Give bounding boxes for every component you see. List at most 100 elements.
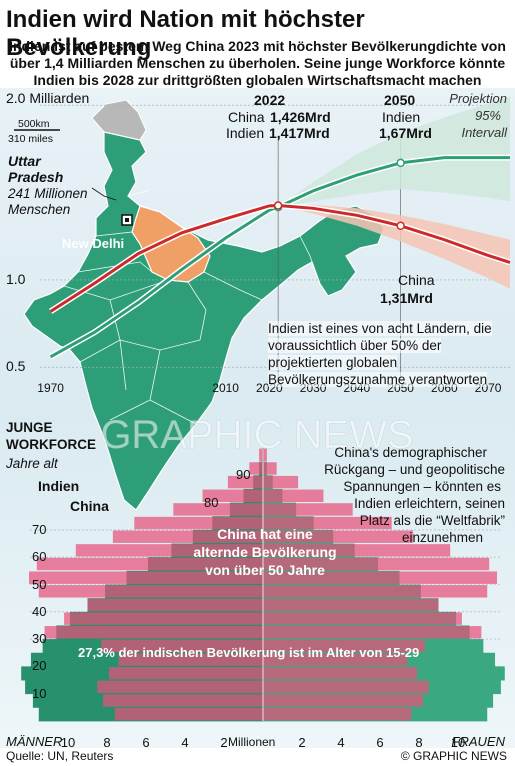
china-bar-right-age-25 bbox=[263, 639, 425, 653]
china-bar-left-age-15 bbox=[108, 667, 263, 680]
neighbour-country-shape bbox=[91, 99, 147, 141]
china-bar-left-age-80 bbox=[202, 489, 263, 502]
pyramid-x-tick-label: 10 bbox=[60, 735, 76, 750]
china-bar-left-age-90 bbox=[249, 462, 263, 475]
subtitle-line-2: über 1,4 Milliarden Menschen zu überhole… bbox=[9, 55, 506, 71]
china-bar-left-age-0 bbox=[114, 707, 263, 721]
side-note-line-6: einzunehmen bbox=[401, 530, 483, 545]
china-bar-left-age-95 bbox=[259, 448, 263, 462]
pyramid-x-tick-label: 2 bbox=[298, 735, 306, 750]
x-tick-label: 1970 bbox=[37, 381, 64, 395]
projection-label-line-1: Projektion bbox=[449, 91, 507, 106]
china-bar-right-age-75 bbox=[263, 503, 353, 516]
china-bar-right-age-55 bbox=[263, 557, 490, 571]
side-note-line-2: Rückgang – und geopolitische bbox=[324, 462, 505, 477]
china-bar-left-age-65 bbox=[112, 530, 263, 543]
subtitle-line-3: Indien bis 2028 zur drittgrößten globale… bbox=[33, 72, 482, 88]
pyramid-right-label: FRAUEN bbox=[451, 734, 505, 749]
chart-note: Indien ist eines von acht Ländern, die v… bbox=[268, 320, 508, 388]
annotation-india-2022-name: Indien bbox=[226, 125, 265, 141]
china-bar-right-age-65 bbox=[263, 530, 414, 543]
pyramid-x-tick-label: 4 bbox=[181, 735, 189, 750]
projection-band-indien bbox=[269, 96, 510, 211]
china-bar-left-age-5 bbox=[103, 694, 263, 707]
india-note: 27,3% der indischen Bevölkerung ist im A… bbox=[78, 645, 420, 660]
china-bar-right-age-50 bbox=[263, 571, 497, 584]
pyramid-y-tick-label: 20 bbox=[32, 658, 47, 674]
china-bar-right-age-20 bbox=[263, 653, 408, 666]
legend-china: China bbox=[70, 498, 109, 514]
pyramid-x-tick-label: 8 bbox=[415, 735, 423, 750]
pyramid-y-tick-label: 90 bbox=[236, 467, 251, 483]
subtitle-line-1: Indien ist auf bestem Weg China 2023 mit… bbox=[9, 38, 506, 54]
china-bar-right-age-5 bbox=[263, 694, 423, 707]
china-bar-right-age-10 bbox=[263, 680, 429, 694]
pyramid-x-tick-label: 10 bbox=[450, 735, 466, 750]
china-bar-right-age-15 bbox=[263, 667, 418, 680]
annotation-india-2022-value: 1,417Mrd bbox=[269, 125, 330, 141]
china-bar-right-age-0 bbox=[263, 707, 412, 721]
state-borders bbox=[63, 189, 313, 425]
scale-km-label: 500km bbox=[18, 118, 50, 130]
pyramid-x-tick-label: 6 bbox=[142, 735, 150, 750]
china-bar-right-age-95 bbox=[263, 448, 267, 462]
chart-note-text: Indien ist eines von acht Ländern, die v… bbox=[268, 321, 492, 387]
region-name-line-2: Pradesh bbox=[8, 169, 64, 185]
china-note-line-2: alternde Bevölkerung bbox=[193, 544, 337, 560]
china-bar-right-age-85 bbox=[263, 475, 299, 489]
y-tick-label: 1.0 bbox=[6, 270, 26, 287]
y-axis-title: 2.0 Milliarden bbox=[6, 90, 90, 106]
region-name-line-1: Uttar bbox=[8, 153, 41, 169]
capital-label: New Delhi bbox=[62, 236, 125, 251]
data-point-china-2050 bbox=[396, 221, 405, 231]
population-line-chart bbox=[40, 96, 511, 380]
projection-band-china bbox=[269, 204, 510, 289]
annotation-india-2050-name: Indien bbox=[382, 109, 421, 125]
pyramid-y-tick-label: 50 bbox=[32, 576, 47, 592]
china-bar-left-age-40 bbox=[87, 598, 263, 612]
china-bar-right-age-45 bbox=[263, 585, 488, 598]
side-note-line-1: China's demographischer bbox=[334, 445, 487, 460]
china-bar-right-age-30 bbox=[263, 626, 482, 639]
pyramid-x-tick-label: 4 bbox=[337, 735, 345, 750]
source-label: Quelle: UN, Reuters bbox=[6, 749, 114, 763]
annotation-year-2050: 2050 bbox=[384, 92, 416, 108]
pyramid-x-unit: Millionen bbox=[228, 735, 276, 749]
china-bar-left-age-25 bbox=[101, 639, 264, 653]
pyramid-y-tick-label: 80 bbox=[204, 494, 219, 510]
china-bar-left-age-50 bbox=[29, 571, 263, 584]
region-population-line-2: Menschen bbox=[8, 202, 71, 217]
projection-label-line-3: Intervall bbox=[461, 125, 507, 140]
scale-miles-label: 310 miles bbox=[8, 133, 53, 145]
annotation-india-2050-value: 1,67Mrd bbox=[379, 125, 432, 141]
legend-india: Indien bbox=[38, 478, 80, 494]
china-bar-left-age-75 bbox=[173, 503, 263, 516]
china-bar-left-age-60 bbox=[75, 544, 263, 557]
china-bar-right-age-80 bbox=[263, 489, 324, 502]
pyramid-title-line-1: JUNGE bbox=[6, 420, 53, 435]
side-note-line-3: Spannungen – könnten es bbox=[343, 479, 501, 494]
china-note-line-3: von über 50 Jahre bbox=[205, 562, 325, 578]
side-note-line-4: Indien erleichtern, seinen bbox=[354, 496, 505, 511]
watermark: GRAPHIC NEWS bbox=[100, 413, 413, 457]
data-point-china-2022 bbox=[273, 201, 283, 210]
side-note-line-5: Platz als die “Weltfabrik” bbox=[359, 513, 505, 528]
china-bar-left-age-45 bbox=[38, 585, 263, 598]
china-bar-right-age-40 bbox=[263, 598, 439, 612]
china-bar-left-age-35 bbox=[64, 612, 263, 625]
china-note-line-1: China hat eine bbox=[217, 526, 313, 542]
annotation-year-2022: 2022 bbox=[254, 92, 286, 108]
population-pyramid bbox=[21, 448, 505, 722]
china-bar-left-age-70 bbox=[134, 516, 263, 530]
credit-label: © GRAPHIC NEWS bbox=[400, 749, 507, 763]
x-tick-label: 2010 bbox=[212, 381, 239, 395]
annotation-china-2050-value: 1,31Mrd bbox=[380, 290, 433, 306]
china-bar-left-age-30 bbox=[44, 626, 263, 639]
china-bar-left-age-20 bbox=[118, 653, 263, 666]
annotation-china-2022-name: China bbox=[228, 109, 265, 125]
page-title: Indien wird Nation mit höchster Bevölker… bbox=[6, 6, 365, 61]
pyramid-x-tick-label: 8 bbox=[103, 735, 111, 750]
china-bar-right-age-35 bbox=[263, 612, 462, 625]
pyramid-x-tick-label: 6 bbox=[376, 735, 384, 750]
